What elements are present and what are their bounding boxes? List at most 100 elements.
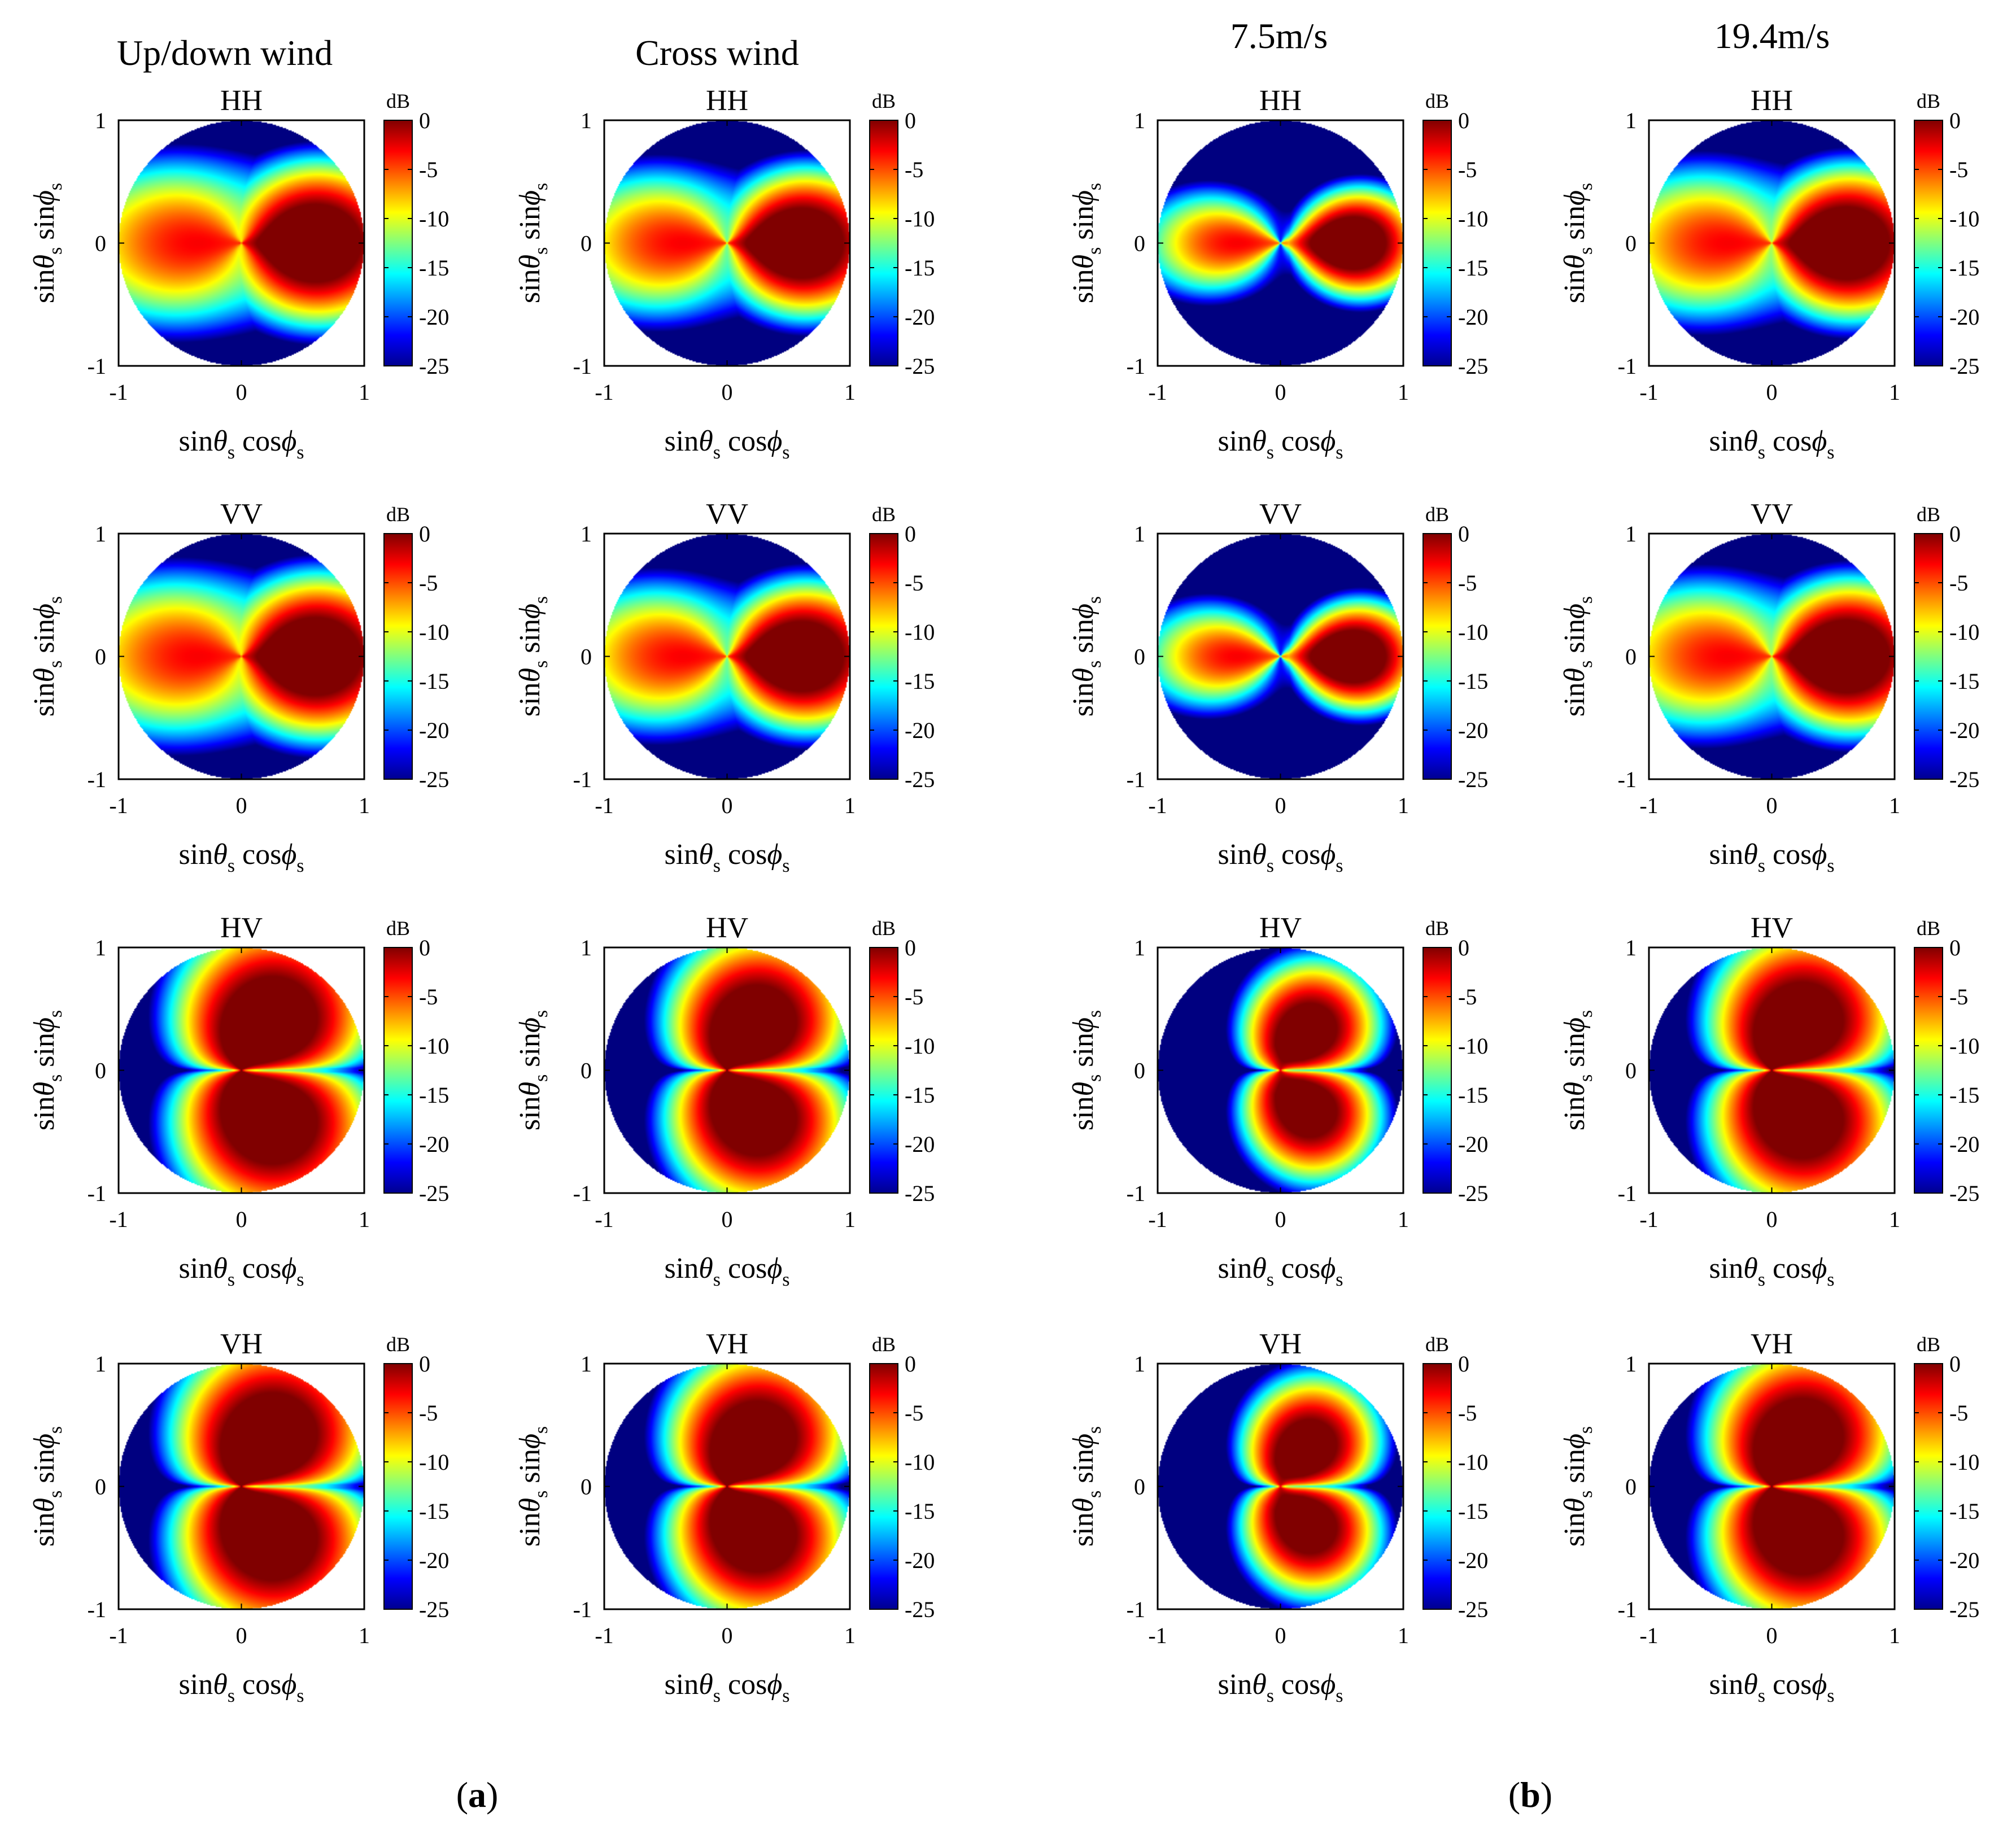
colorbar-tick-label: -10 xyxy=(905,619,935,645)
subplot-title: VH xyxy=(1751,1328,1793,1360)
x-tick-label: 1 xyxy=(359,1623,370,1648)
colorbar-tick-label: -10 xyxy=(1458,1033,1488,1059)
colorbar: dB 0 -5 -10 -15 -20 -25 xyxy=(1422,503,1488,792)
x-axis-label-part: s xyxy=(1267,855,1274,876)
x-tick-label: 0 xyxy=(1275,1623,1286,1648)
x-axis-label-part: cos xyxy=(1765,838,1812,871)
x-axis-label: sinθs cosϕs xyxy=(179,838,304,876)
colorbar-unit: dB xyxy=(386,1333,410,1356)
colorbar-unit: dB xyxy=(1917,503,1940,526)
x-axis-label: sinθs cosϕs xyxy=(1218,1669,1343,1706)
colorbar-unit: dB xyxy=(1425,917,1449,940)
x-axis-label-part: s xyxy=(296,1269,304,1290)
y-axis-label-part: θ xyxy=(1067,1498,1099,1513)
colorbar-tick-label: -5 xyxy=(419,1400,438,1426)
x-axis-label-part: s xyxy=(1336,1269,1343,1290)
y-axis-label-part: θ xyxy=(1067,668,1099,683)
colorbar-tick-label: -15 xyxy=(419,669,449,694)
x-axis-label-part: s xyxy=(228,855,235,876)
colorbar-tick-label: -5 xyxy=(1949,157,1968,182)
colorbar-tick-label: -25 xyxy=(1458,1597,1488,1622)
colorbar-unit: dB xyxy=(386,917,410,940)
colorbar-tick-label: -25 xyxy=(905,1181,935,1206)
y-axis-label-part: θ xyxy=(28,255,60,269)
panel-label-letter: a xyxy=(468,1775,486,1815)
x-tick-label: -1 xyxy=(1148,1207,1167,1232)
x-axis-label-part: ϕ xyxy=(281,425,296,457)
x-axis-label-part: sin xyxy=(179,425,213,457)
y-axis-label-part: θ xyxy=(514,668,546,683)
y-axis-label-part: s xyxy=(531,661,552,668)
colorbar-tick-label: -10 xyxy=(419,1449,449,1475)
x-axis-label-part: sin xyxy=(1218,425,1253,457)
colorbar-unit: dB xyxy=(1425,1333,1449,1356)
x-axis-label-part: s xyxy=(228,1269,235,1290)
y-axis-label-part: sin xyxy=(1559,1033,1591,1075)
x-axis-label-part: ϕ xyxy=(1812,1252,1827,1285)
y-axis-label: sinθs sinϕs xyxy=(514,183,552,303)
colorbar-tick-label: -20 xyxy=(419,1548,449,1573)
x-tick-label: -1 xyxy=(109,379,128,405)
y-tick-label: -1 xyxy=(1618,353,1637,379)
x-axis-label-part: θ xyxy=(1743,838,1758,871)
colorbar-tick-label: -5 xyxy=(1949,1400,1968,1426)
x-tick-label: 1 xyxy=(359,1207,370,1232)
y-tick-label: -1 xyxy=(1127,353,1145,379)
x-axis-label-part: s xyxy=(228,1685,235,1706)
x-axis-label-part: ϕ xyxy=(281,1252,296,1285)
x-axis-label-part: cos xyxy=(721,425,767,457)
x-axis-label: sinθs cosϕs xyxy=(1709,1669,1835,1706)
heatmap-disk xyxy=(119,534,364,779)
y-tick-label: 1 xyxy=(95,108,106,133)
x-axis-label-part: s xyxy=(1827,855,1834,876)
colorbar-tick-label: 0 xyxy=(1949,935,1961,960)
x-axis-label-part: s xyxy=(1336,855,1343,876)
colorbar-tick-label: 0 xyxy=(1458,521,1469,547)
x-tick-label: 0 xyxy=(1275,793,1286,818)
x-axis-label-part: s xyxy=(1267,1269,1274,1290)
x-axis-label-part: cos xyxy=(1274,838,1320,871)
colorbar-tick-label: -10 xyxy=(1458,619,1488,645)
x-axis-label-part: θ xyxy=(699,838,713,871)
y-axis-label-part: ϕ xyxy=(1067,604,1099,619)
colorbar-tick-label: -25 xyxy=(905,353,935,379)
y-tick-label: 0 xyxy=(95,1058,106,1084)
x-axis-label-part: θ xyxy=(1252,838,1267,871)
colorbar-ramp xyxy=(869,533,898,780)
x-axis-label-part: θ xyxy=(699,1252,713,1285)
y-axis-label-part: ϕ xyxy=(28,604,60,619)
y-axis-label: sinθs sinϕs xyxy=(1067,183,1105,303)
y-axis-label-part: s xyxy=(1576,1426,1596,1434)
colorbar-tick-label: -5 xyxy=(905,1400,923,1426)
panel-label-close: ) xyxy=(1541,1775,1552,1815)
y-tick-label: -1 xyxy=(88,353,106,379)
colorbar-tick-label: -20 xyxy=(1458,304,1488,330)
colorbar-unit: dB xyxy=(1917,1333,1940,1356)
y-axis-label-part: θ xyxy=(514,1498,546,1513)
colorbar-tick-label: -20 xyxy=(905,1548,935,1573)
y-tick-label: 1 xyxy=(1134,108,1145,133)
subplot-title: VV xyxy=(706,498,748,530)
colorbar: dB 0 -5 -10 -15 -20 -25 xyxy=(383,917,449,1206)
x-axis-label-part: cos xyxy=(235,1669,281,1701)
colorbar-tick-label: -25 xyxy=(419,1181,449,1206)
x-axis-label-part: s xyxy=(296,1685,304,1706)
colorbar-ramp xyxy=(869,1363,898,1610)
x-axis-label-part: s xyxy=(782,442,789,463)
colorbar-tick-label: -15 xyxy=(1458,669,1488,694)
y-axis-label-part: s xyxy=(531,183,552,190)
y-tick-label: 1 xyxy=(581,935,592,960)
y-axis-label-part: s xyxy=(1576,1010,1596,1017)
y-axis-label: sinθs sinϕs xyxy=(28,596,66,717)
subplot-title: VH xyxy=(706,1328,748,1360)
x-axis-label-part: θ xyxy=(213,838,228,871)
x-axis-label-part: s xyxy=(1267,442,1274,463)
x-axis-label-part: θ xyxy=(699,425,713,457)
colorbar-tick-label: -15 xyxy=(905,255,935,281)
y-axis-label-part: sin xyxy=(514,1096,546,1130)
colorbar-tick-label: -20 xyxy=(1458,1548,1488,1573)
